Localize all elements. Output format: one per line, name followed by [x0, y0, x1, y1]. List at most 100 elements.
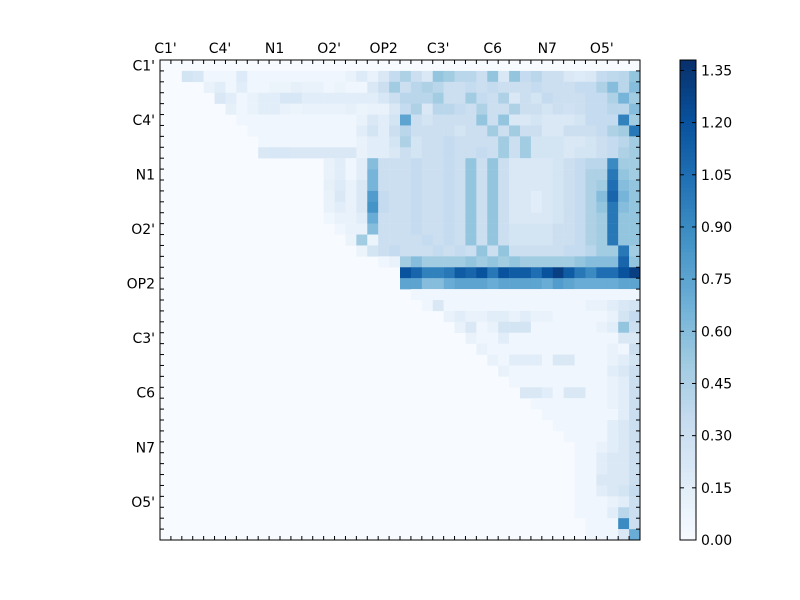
heatmap-cell — [400, 212, 412, 224]
heatmap-cell — [574, 430, 586, 443]
heatmap-cell — [618, 125, 630, 137]
heatmap-cell — [487, 212, 499, 224]
axis-tick-labels: C1' C4' N1 O2' OP2 C3' C6 N7 O5' C1' C4' N1 O2' OP2 C3… — [127, 41, 614, 511]
heatmap-cell — [410, 190, 423, 203]
heatmap-cell — [607, 529, 619, 541]
x-tick-label: N1 — [265, 41, 284, 57]
heatmap-cell — [574, 289, 586, 301]
heatmap-cell — [421, 289, 433, 301]
heatmap-cell — [585, 256, 597, 268]
heatmap-cell — [574, 452, 586, 464]
heatmap-cell — [629, 321, 641, 333]
heatmap-cell — [629, 81, 641, 93]
heatmap-cell — [432, 223, 444, 235]
heatmap-cell — [618, 376, 630, 388]
heatmap-cell — [520, 81, 532, 93]
heatmap-cell — [421, 158, 433, 170]
heatmap-cell — [367, 180, 379, 192]
heatmap-cell — [530, 354, 543, 366]
colorbar-tick-label: 1.35 — [701, 63, 732, 79]
axis-ticks — [159, 59, 641, 541]
heatmap-cell — [509, 190, 521, 203]
heatmap-cell — [367, 201, 379, 213]
heatmap-cell — [269, 136, 281, 148]
heatmap-cell — [607, 125, 619, 137]
heatmap-cell — [574, 212, 586, 224]
heatmap-cell — [465, 321, 477, 333]
heatmap-cell — [618, 343, 630, 355]
heatmap-cell — [563, 245, 575, 257]
heatmap-cell — [629, 507, 641, 519]
colorbar-tick-label: 0.90 — [701, 220, 732, 236]
heatmap-cell — [476, 81, 488, 93]
heatmap-cell — [432, 180, 444, 192]
colorbar-segment — [680, 456, 696, 461]
colorbar-segment — [680, 276, 696, 281]
heatmap-cell — [585, 103, 597, 115]
heatmap-cell — [629, 332, 641, 344]
heatmap-cell — [607, 147, 619, 159]
heatmap-cell — [367, 158, 379, 170]
heatmap-cell — [574, 92, 586, 104]
heatmap-cell — [629, 70, 641, 83]
heatmap-cell — [432, 201, 444, 213]
heatmap-cell — [607, 441, 619, 453]
heatmap-cell — [454, 223, 466, 235]
heatmap-cell — [585, 70, 597, 83]
heatmap-cell — [574, 136, 586, 148]
heatmap-cell — [378, 234, 390, 246]
heatmap-cell — [280, 92, 292, 104]
heatmap-cell — [509, 180, 521, 192]
heatmap-cell — [203, 81, 215, 93]
heatmap-cell — [432, 245, 444, 257]
colorbar-segment — [680, 232, 696, 237]
heatmap-cell — [585, 310, 597, 323]
heatmap-cell — [367, 70, 379, 83]
heatmap-cell — [465, 136, 477, 148]
heatmap-cell — [509, 278, 521, 290]
heatmap-cell — [225, 81, 237, 93]
heatmap-cell — [541, 180, 553, 192]
heatmap-cell — [498, 114, 510, 126]
heatmap-cell — [618, 496, 630, 508]
heatmap-cell — [334, 180, 346, 192]
heatmap-cell — [563, 409, 575, 421]
heatmap-cell — [618, 485, 630, 497]
heatmap-cell — [476, 223, 488, 235]
heatmap-cell — [520, 103, 532, 115]
heatmap-cell — [530, 300, 543, 312]
heatmap-cell — [498, 223, 510, 235]
heatmap-cell — [509, 201, 521, 213]
heatmap-cell — [498, 147, 510, 159]
heatmap-cell — [269, 103, 281, 115]
heatmap-cell — [520, 180, 532, 192]
heatmap-cell — [574, 420, 586, 432]
heatmap-cell — [465, 234, 477, 246]
heatmap-cell — [487, 125, 499, 137]
heatmap-cell — [269, 92, 281, 104]
heatmap-cell — [323, 92, 335, 104]
heatmap-cell — [290, 92, 303, 104]
heatmap-cell — [574, 81, 586, 93]
heatmap-cell — [476, 190, 488, 203]
heatmap-cell — [596, 278, 608, 290]
heatmap-cell — [520, 234, 532, 246]
heatmap-cell — [345, 81, 357, 93]
heatmap-cell — [236, 114, 248, 126]
heatmap-cell — [367, 223, 379, 235]
heatmap-cell — [607, 463, 619, 475]
heatmap-cell — [574, 190, 586, 203]
colorbar-segment — [680, 448, 696, 453]
heatmap-cell — [585, 180, 597, 192]
heatmap-cell — [389, 180, 401, 192]
colorbar-segment — [680, 380, 696, 385]
colorbar-segment — [680, 360, 696, 365]
heatmap-cell — [596, 103, 608, 115]
heatmap-cell — [629, 420, 641, 432]
heatmap-cell — [345, 92, 357, 104]
heatmap-cell — [378, 81, 390, 93]
heatmap-cell — [596, 136, 608, 148]
heatmap-cell — [498, 158, 510, 170]
heatmap-cell — [618, 81, 630, 93]
heatmap-cell — [465, 169, 477, 181]
